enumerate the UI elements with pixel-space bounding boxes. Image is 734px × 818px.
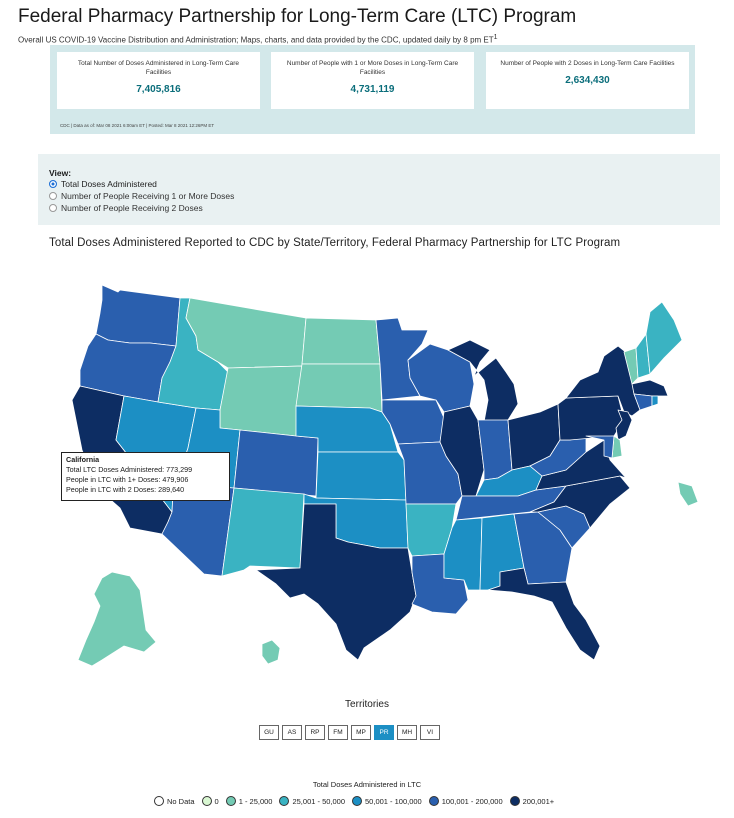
territory-button-pr[interactable]: PR <box>374 725 394 740</box>
view-option-one-dose[interactable]: Number of People Receiving 1 or More Dos… <box>49 191 234 201</box>
view-option-total-doses[interactable]: Total Doses Administered <box>49 179 157 189</box>
stat-label: Number of People with 2 Doses in Long-Te… <box>500 60 675 67</box>
tooltip-state-name: California <box>66 455 100 464</box>
territory-buttons: GU AS RP FM MP PR MH VI <box>259 725 440 740</box>
state-alaska[interactable] <box>77 571 157 667</box>
legend-label: 200,001+ <box>522 796 555 806</box>
view-option-label: Number of People Receiving 2 Doses <box>61 203 203 213</box>
territory-button-vi[interactable]: VI <box>420 725 440 740</box>
state-washington[interactable] <box>95 284 181 347</box>
legend-item-100001-200000: 100,001 - 200,000 <box>428 796 503 806</box>
radio-selected-icon[interactable] <box>49 180 57 188</box>
territory-button-as[interactable]: AS <box>282 725 302 740</box>
legend-label: 25,001 - 50,000 <box>292 796 346 806</box>
state-massachusetts[interactable] <box>631 379 669 397</box>
state-new-mexico[interactable] <box>221 487 305 577</box>
territory-button-rp[interactable]: RP <box>305 725 325 740</box>
territories-title: Territories <box>345 699 389 710</box>
state-north-carolina[interactable] <box>529 475 631 529</box>
view-panel: View: Total Doses Administered Number of… <box>38 154 720 225</box>
radio-icon[interactable] <box>49 192 57 200</box>
stat-value: 2,634,430 <box>565 74 610 86</box>
legend-title: Total Doses Administered in LTC <box>312 780 422 789</box>
state-wyoming[interactable] <box>219 365 303 437</box>
state-florida[interactable] <box>487 567 601 661</box>
state-new-jersey[interactable] <box>615 409 633 441</box>
subtitle-text: Overall US COVID-19 Vaccine Distribution… <box>18 35 494 45</box>
legend-label: 100,001 - 200,000 <box>441 796 503 806</box>
territory-button-gu[interactable]: GU <box>259 725 279 740</box>
stat-card-two-doses: Number of People with 2 Doses in Long-Te… <box>486 52 689 109</box>
state-south-dakota[interactable] <box>295 363 383 413</box>
footnote-marker[interactable]: 1 <box>493 34 498 41</box>
stat-label: Number of People with 1 or More Doses in… <box>286 60 459 76</box>
stat-card-total-doses: Total Number of Doses Administered in Lo… <box>57 52 260 109</box>
legend-swatch <box>279 796 290 806</box>
territory-puerto-rico[interactable] <box>677 481 699 507</box>
state-pennsylvania[interactable] <box>557 395 625 441</box>
state-colorado[interactable] <box>233 429 319 497</box>
territory-button-mp[interactable]: MP <box>351 725 371 740</box>
state-texas[interactable] <box>255 503 417 661</box>
legend-item-no-data: No Data <box>154 796 195 806</box>
territory-button-mh[interactable]: MH <box>397 725 417 740</box>
view-option-label: Total Doses Administered <box>61 179 157 189</box>
legend-item-50001-100000: 50,001 - 100,000 <box>352 796 422 806</box>
legend-label: 50,001 - 100,000 <box>365 796 422 806</box>
map-legend: No Data 0 1 - 25,000 25,001 - 50,000 50,… <box>154 796 561 806</box>
territory-button-fm[interactable]: FM <box>328 725 348 740</box>
data-source-note: CDC | Data as of: Mar 08 2021 6:00am ET … <box>60 123 215 128</box>
legend-item-25001-50000: 25,001 - 50,000 <box>279 796 345 806</box>
legend-swatch <box>201 796 212 806</box>
page-subtitle: Overall US COVID-19 Vaccine Distribution… <box>18 34 498 45</box>
state-michigan[interactable] <box>447 339 519 423</box>
view-option-two-doses[interactable]: Number of People Receiving 2 Doses <box>49 203 203 213</box>
legend-swatch <box>352 796 363 806</box>
legend-label: 0 <box>214 796 219 806</box>
legend-label: 1 - 25,000 <box>238 796 273 806</box>
radio-icon[interactable] <box>49 204 57 212</box>
state-kansas[interactable] <box>315 451 407 501</box>
state-north-dakota[interactable] <box>301 317 381 365</box>
stat-value: 4,731,119 <box>350 83 395 95</box>
tooltip-line: People in LTC with 2 Doses: 289,640 <box>66 485 185 495</box>
view-option-label: Number of People Receiving 1 or More Dos… <box>61 191 235 201</box>
map-title: Total Doses Administered Reported to CDC… <box>49 237 621 249</box>
stat-card-one-dose: Number of People with 1 or More Doses in… <box>271 52 474 109</box>
stat-value: 7,405,816 <box>136 83 181 95</box>
stats-panel: Total Number of Doses Administered in Lo… <box>50 45 695 134</box>
state-hawaii[interactable] <box>261 639 281 665</box>
view-title: View: <box>49 168 72 178</box>
legend-swatch <box>154 796 164 806</box>
legend-item-200001-plus: 200,001+ <box>509 796 555 806</box>
state-maine[interactable] <box>645 301 683 375</box>
state-maryland[interactable] <box>585 435 615 459</box>
legend-swatch <box>225 796 236 806</box>
page-title: Federal Pharmacy Partnership for Long-Te… <box>18 6 577 27</box>
tooltip-line: People in LTC with 1+ Doses: 479,906 <box>66 475 189 485</box>
state-tooltip: California Total LTC Doses Administered:… <box>61 452 230 501</box>
legend-swatch <box>509 796 520 806</box>
tooltip-line: Total LTC Doses Administered: 773,299 <box>66 465 193 475</box>
legend-item-zero: 0 <box>201 796 219 806</box>
legend-swatch <box>428 796 439 806</box>
legend-item-1-25000: 1 - 25,000 <box>225 796 273 806</box>
state-rhode-island[interactable] <box>651 395 659 407</box>
legend-label: No Data <box>167 796 195 806</box>
stat-label: Total Number of Doses Administered in Lo… <box>77 60 240 76</box>
